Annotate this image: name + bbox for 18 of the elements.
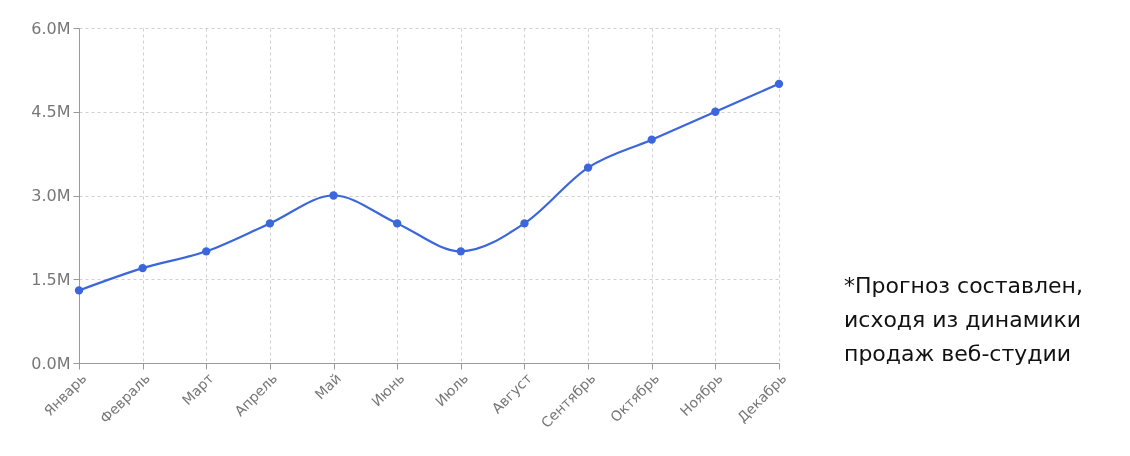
y-tick-label: 1.5M — [31, 269, 71, 289]
point — [711, 107, 720, 116]
point — [520, 219, 529, 228]
point — [583, 163, 593, 172]
point — [74, 286, 84, 295]
point — [393, 219, 402, 228]
y-tick-label: 0.0M — [31, 353, 71, 373]
y-tick-label: 3.0M — [31, 186, 71, 205]
point — [456, 247, 465, 256]
text: *Прогноз составлен, исходя из динамики продаж веб-студии — [844, 273, 1083, 366]
point — [774, 79, 784, 89]
point — [329, 191, 338, 200]
y-tick-label: 4.5M — [31, 102, 71, 122]
point — [202, 247, 211, 256]
point — [265, 219, 275, 228]
point — [138, 263, 147, 273]
y-tick-label: 6.0M — [31, 18, 71, 38]
point — [647, 135, 656, 144]
